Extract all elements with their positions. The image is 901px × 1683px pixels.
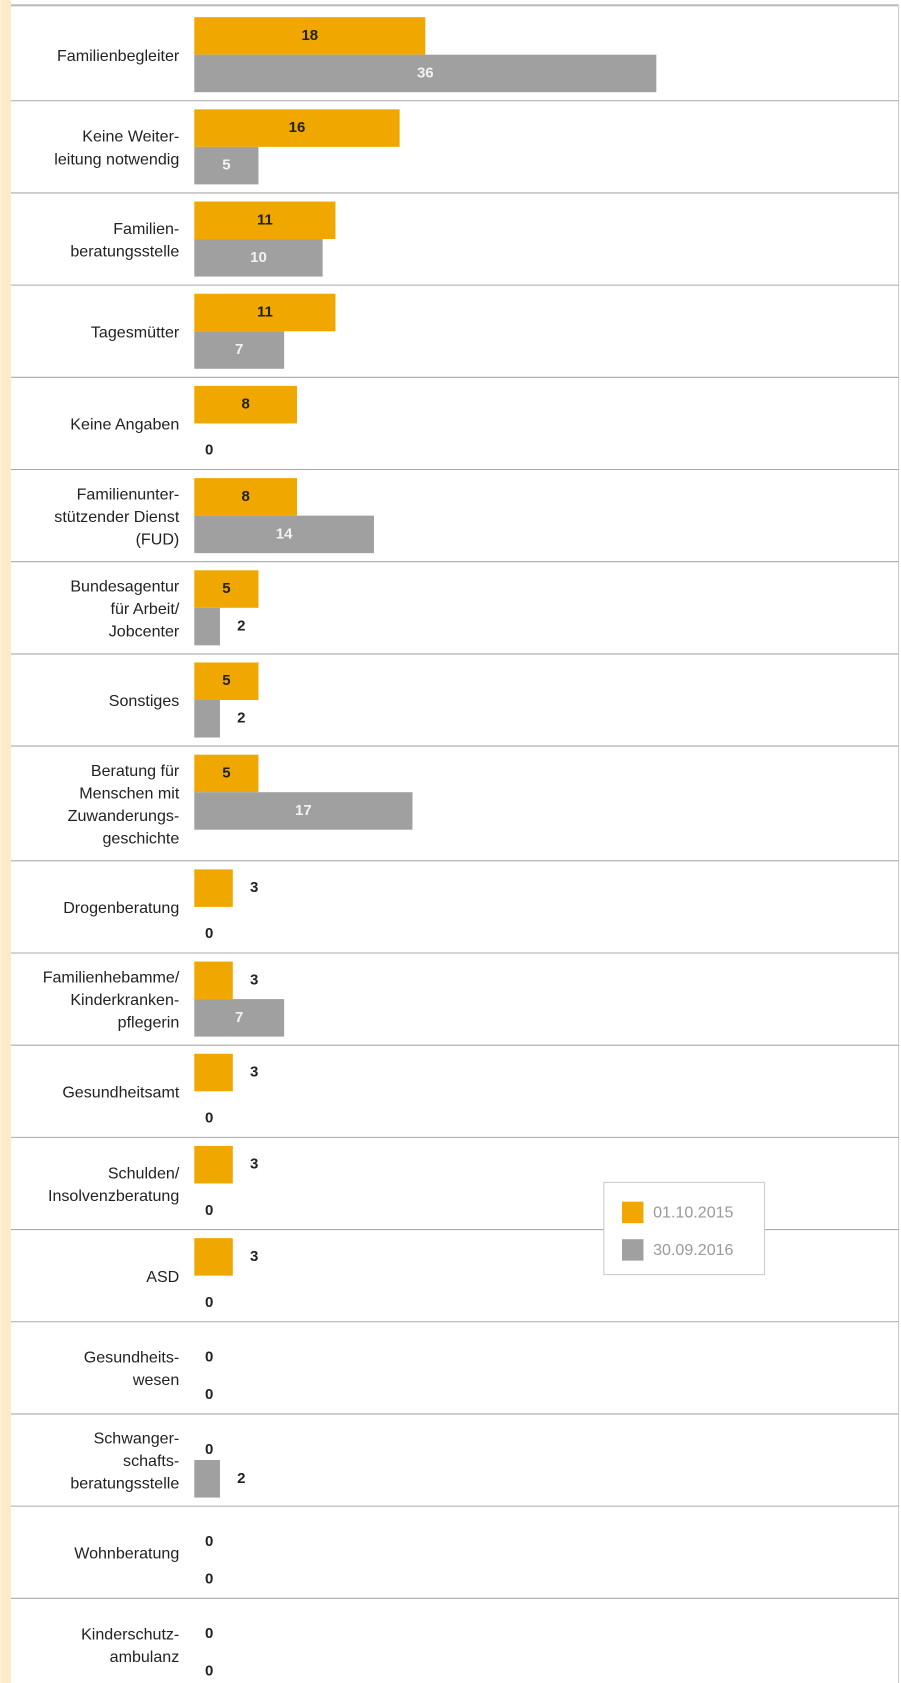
bar (194, 1238, 233, 1276)
bar (194, 54, 657, 93)
value-label: 0 (205, 1663, 213, 1680)
bar (194, 570, 259, 608)
legend-label: 30.09.2016 (653, 1241, 733, 1259)
value-label: 0 (205, 1110, 213, 1127)
value-label: 0 (205, 1349, 213, 1366)
bar (194, 239, 323, 277)
value-label: 16 (289, 119, 306, 136)
value-label: 2 (237, 710, 245, 727)
bar (194, 1053, 233, 1092)
bar (194, 1145, 233, 1184)
category-label: Beratung für Menschen mit Zuwanderungs-ges… (68, 762, 180, 848)
bar (194, 607, 220, 646)
bar (194, 961, 233, 1000)
value-label: 10 (250, 249, 267, 266)
bar (194, 385, 297, 424)
bar (194, 17, 426, 55)
bar (194, 515, 374, 554)
bar (194, 478, 297, 516)
value-label: 18 (301, 27, 318, 44)
bar (194, 754, 259, 793)
value-label: 2 (237, 618, 245, 635)
category-label: Familien-beratungsstelle (70, 220, 179, 261)
side-strip (0, 0, 11, 1683)
value-label: 0 (205, 1441, 213, 1458)
value-label: 8 (241, 396, 249, 413)
value-label: 17 (295, 802, 312, 819)
category-label: Familienhebamme/Kinderkranken-pflegerin (43, 969, 180, 1032)
value-label: 0 (205, 1386, 213, 1403)
category-label: Gesundheits-wesen (84, 1349, 180, 1390)
bar (194, 1460, 220, 1498)
category-label: Sonstiges (109, 692, 180, 710)
value-label: 7 (235, 341, 243, 358)
value-label: 11 (257, 303, 273, 320)
category-label: Kinderschutz-ambulanz (81, 1626, 179, 1667)
bar (194, 792, 413, 830)
legend-swatch (622, 1201, 644, 1224)
value-label: 14 (276, 525, 293, 542)
value-label: 0 (205, 1294, 213, 1311)
value-label: 3 (250, 1248, 258, 1265)
category-label: ASD (146, 1268, 179, 1286)
bar (194, 109, 400, 147)
bar (194, 662, 259, 700)
value-label: 3 (250, 1063, 258, 1080)
value-label: 3 (250, 1156, 258, 1173)
value-label: 0 (205, 925, 213, 942)
value-label: 3 (250, 879, 258, 896)
value-label: 5 (222, 157, 230, 174)
category-label: Schwanger-schafts-beratungsstelle (70, 1430, 179, 1493)
value-label: 5 (222, 672, 230, 689)
category-label: Familienunter-stützender Dienst (FUD) (54, 486, 180, 549)
value-label: 3 (250, 971, 258, 988)
value-label: 11 (257, 211, 273, 228)
value-label: 0 (205, 1533, 213, 1550)
value-label: 5 (222, 764, 230, 781)
value-label: 0 (205, 442, 213, 459)
value-label: 0 (205, 1202, 213, 1219)
bar (194, 146, 259, 185)
bar (194, 293, 336, 332)
category-label: Bundesagentur für Arbeit/Jobcenter (70, 578, 180, 641)
value-label: 0 (205, 1571, 213, 1588)
value-label: 0 (205, 1625, 213, 1642)
bar (194, 699, 220, 738)
value-label: 2 (237, 1470, 245, 1487)
value-label: 7 (235, 1009, 243, 1026)
bar (194, 869, 233, 907)
value-label: 36 (417, 64, 434, 81)
category-label: Familienbegleiter (57, 47, 180, 65)
legend-label: 01.10.2015 (653, 1204, 733, 1222)
value-label: 8 (241, 488, 249, 505)
category-label: Keine Angaben (70, 416, 179, 434)
value-label: 5 (222, 580, 230, 597)
bar (194, 331, 285, 369)
category-label: Schulden/Insolvenzberatung (48, 1165, 180, 1206)
category-label: Gesundheitsamt (62, 1084, 180, 1102)
bar (194, 201, 336, 240)
category-label: Wohnberatung (74, 1545, 179, 1563)
legend-box (603, 1181, 766, 1276)
legend-swatch (622, 1239, 644, 1261)
category-label: Keine Weiter-leitung notwendig (54, 128, 179, 169)
category-label: Tagesmütter (91, 324, 180, 342)
category-label: Drogenberatung (63, 899, 179, 917)
bar (194, 999, 285, 1037)
